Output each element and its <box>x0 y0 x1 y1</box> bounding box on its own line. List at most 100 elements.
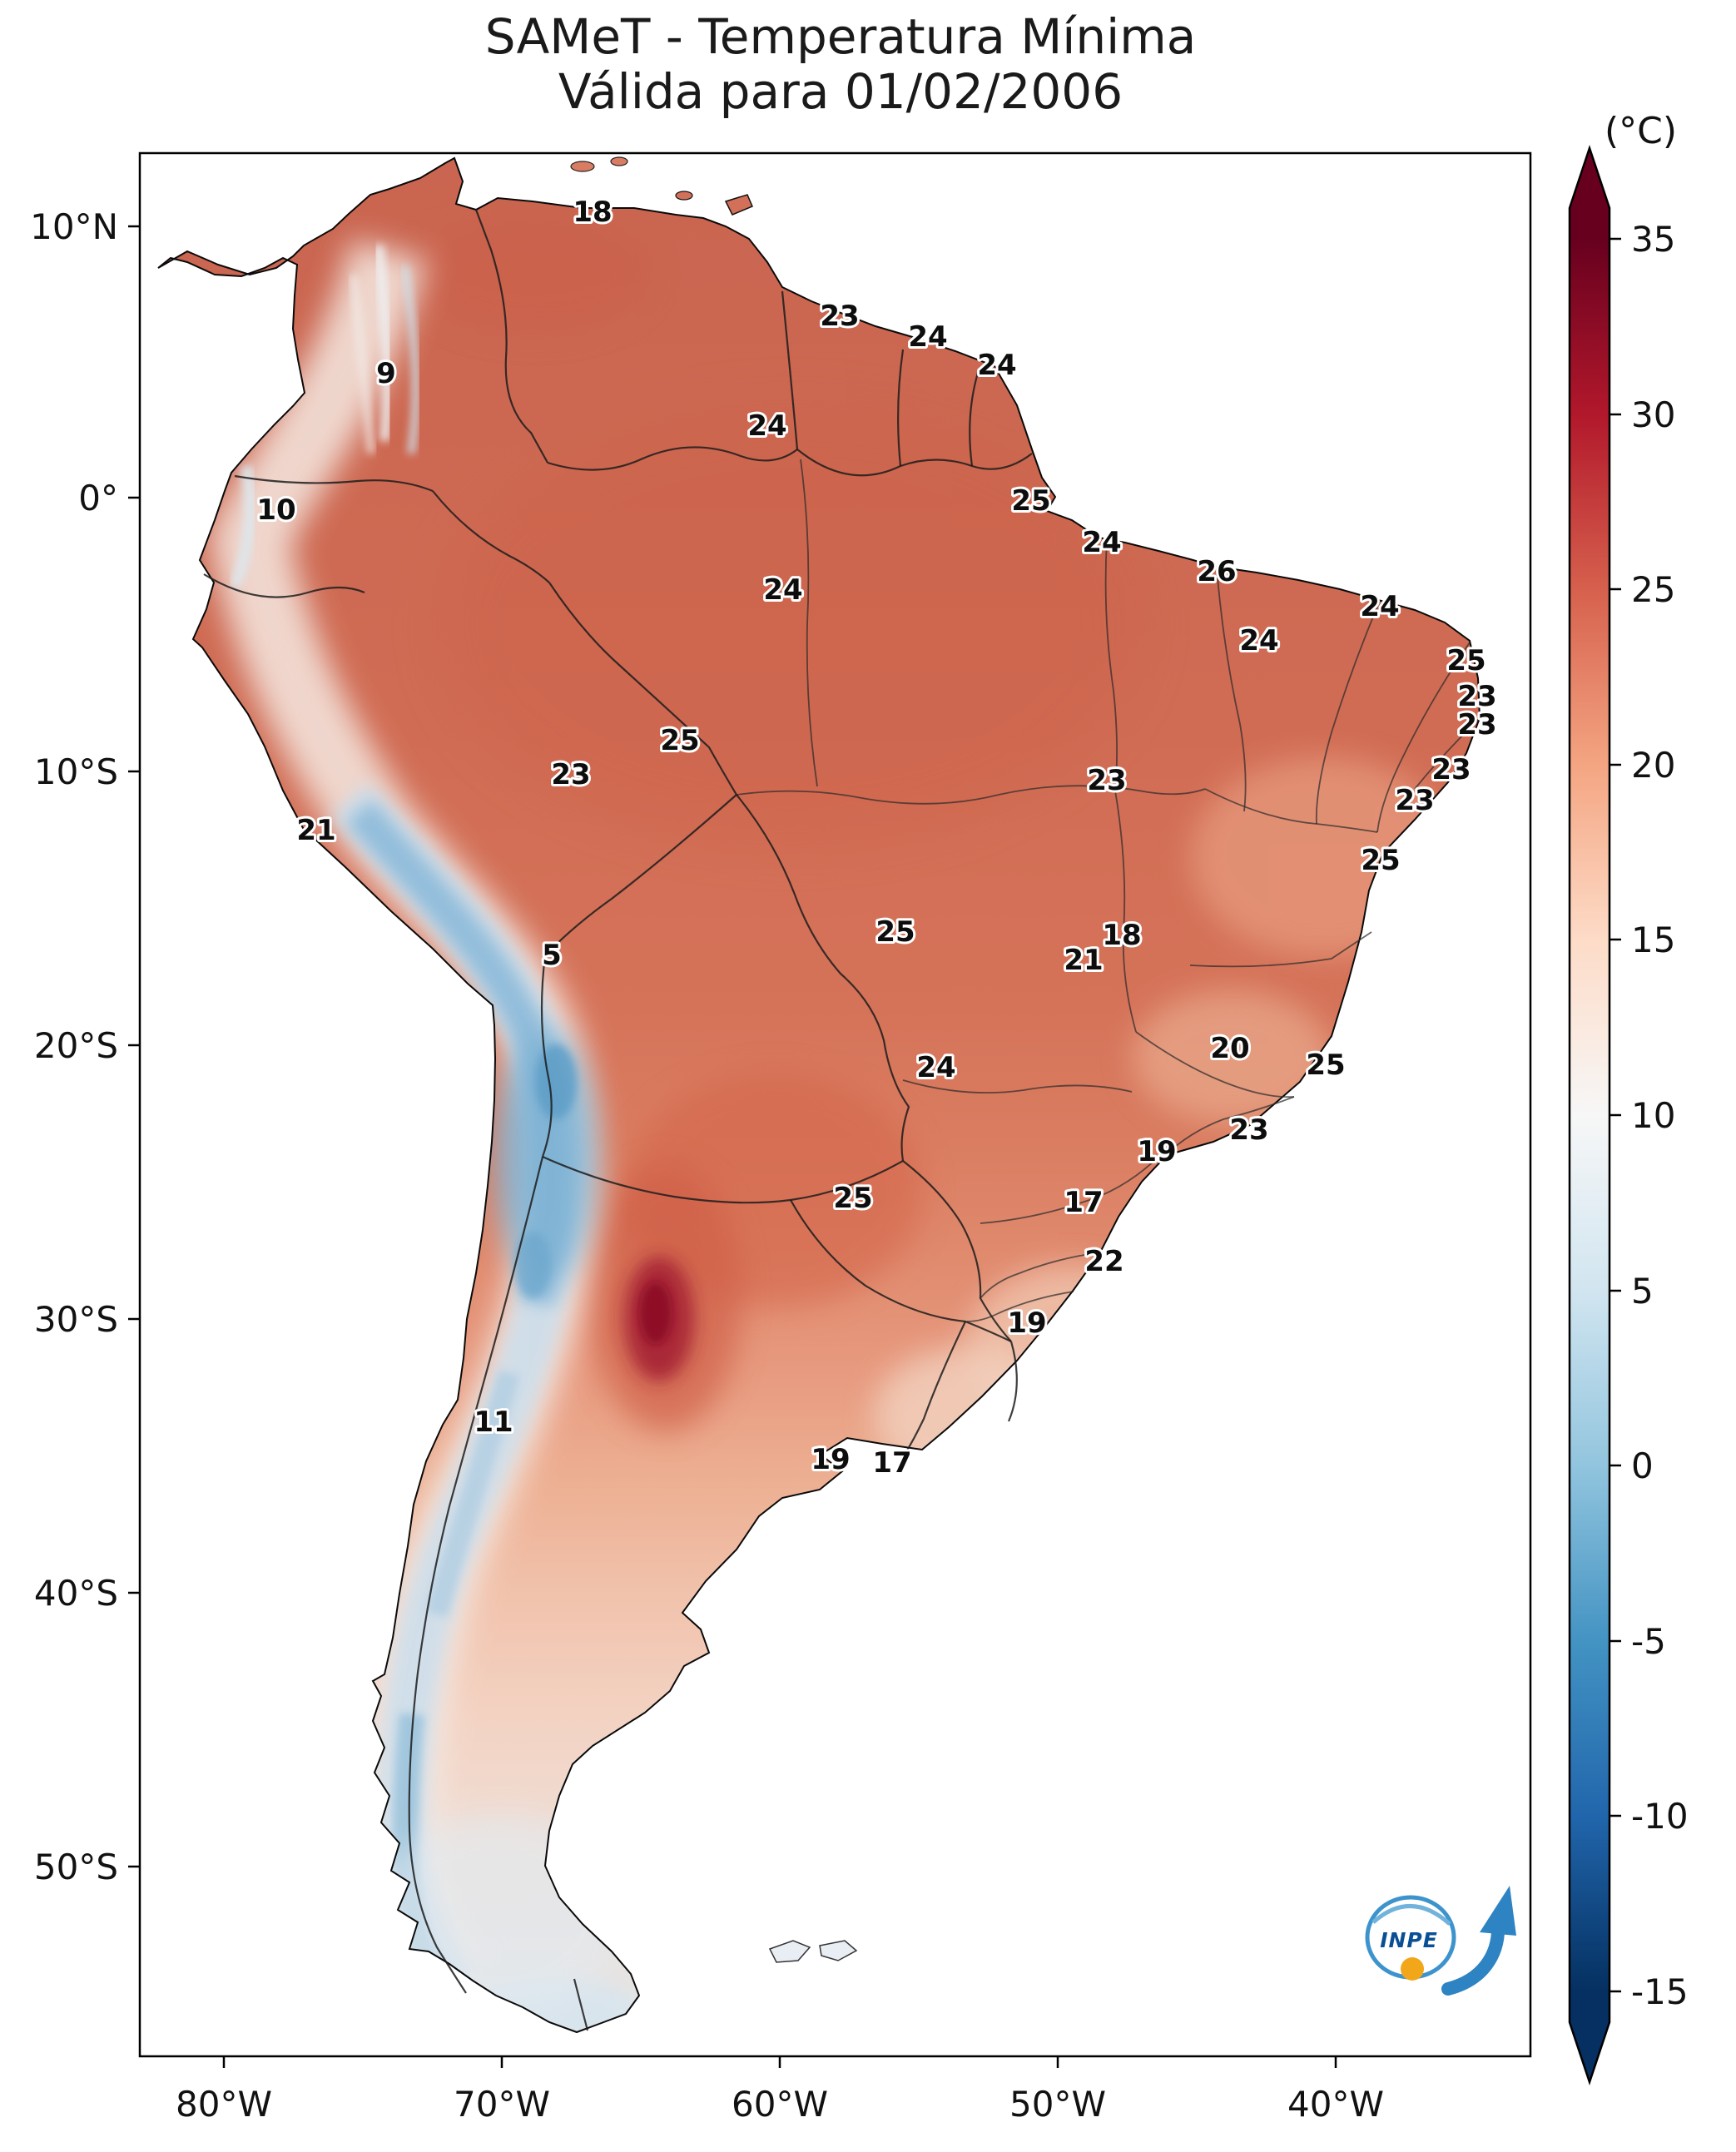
border-bolivia-brazil <box>736 794 910 1162</box>
state-border-pi-ce <box>1315 600 1381 825</box>
temperature-label: 17 <box>1064 1186 1103 1219</box>
colorbar-tick-label: 30 <box>1631 394 1675 435</box>
state-border-mg-sp <box>1163 1096 1295 1158</box>
state-border-ba-mg <box>1189 931 1372 968</box>
ecuador-andes <box>229 464 256 589</box>
temperature-label: 23 <box>1431 753 1471 786</box>
colorbar-tick-label: -10 <box>1631 1796 1689 1837</box>
border-brazil-uruguay <box>1007 1341 1018 1422</box>
state-border-south-amazon <box>736 785 1206 805</box>
temperature-label: 24 <box>747 409 786 443</box>
plot-frame <box>138 151 1532 2058</box>
temperature-label: 23 <box>1229 1113 1268 1147</box>
temperature-label: 25 <box>1011 484 1050 518</box>
caribbean-islet-1 <box>570 161 595 172</box>
falkland-east-island <box>819 1940 858 1961</box>
colorbar-gradient-bar <box>1568 145 1611 2085</box>
inpe-arrowhead-icon <box>1480 1886 1516 1936</box>
y-axis-tick-label: 10°S <box>34 751 118 792</box>
temperature-label: 24 <box>977 349 1016 382</box>
y-axis-tick-label: 30°S <box>34 1299 118 1340</box>
x-axis-tick-label: 40°W <box>1287 2084 1384 2125</box>
temperature-label: 24 <box>916 1051 955 1084</box>
border-peru-bolivia <box>544 794 737 956</box>
state-borders <box>736 459 1481 1322</box>
temperature-label: 24 <box>1082 526 1121 559</box>
colorbar-tick-label: 0 <box>1631 1445 1654 1486</box>
temperature-label: 20 <box>1210 1032 1249 1065</box>
border-tierra-del-fuego <box>573 1978 589 2031</box>
border-peru-brazil <box>548 582 737 796</box>
temperature-field <box>158 158 1480 2032</box>
y-axis-tick-label: 10°N <box>30 206 118 247</box>
temperature-label: 24 <box>1360 590 1399 623</box>
colorbar-tick-label: 25 <box>1631 569 1675 610</box>
colorbar-unit-label: (°C) <box>1605 110 1677 152</box>
temperature-label: 19 <box>1137 1135 1176 1168</box>
temperature-label: 23 <box>551 758 590 791</box>
state-border-to-go <box>1114 790 1137 1033</box>
colorbar-tick-label: 15 <box>1631 920 1675 960</box>
border-suriname-guiana <box>969 372 980 467</box>
border-paraguay-argentina <box>790 1199 1012 1342</box>
x-axis: 80°W 70°W 60°W 50°W 40°W <box>176 2056 1384 2125</box>
border-guianas-brazil <box>796 449 1033 477</box>
border-bolivia-paraguay-argentina <box>542 1155 904 1204</box>
temperature-label: 25 <box>833 1182 872 1215</box>
border-colombia-venezuela <box>474 209 548 464</box>
state-border-pr-sc <box>980 1252 1101 1299</box>
temperature-label: 24 <box>1239 624 1278 657</box>
state-border-ba-north <box>1204 788 1378 833</box>
state-border-ms-pr <box>980 1158 1158 1224</box>
temperature-label: 23 <box>1087 764 1126 797</box>
y-axis-tick-label: 40°S <box>34 1573 118 1614</box>
temperature-label: 21 <box>296 814 335 847</box>
central-chile-andes <box>426 1370 520 1618</box>
cordillera-central <box>374 245 393 442</box>
inpe-logo-text: INPE <box>1380 1928 1438 1952</box>
border-colombia-ecuador <box>234 474 434 493</box>
colorbar-tick-label: 10 <box>1631 1095 1675 1136</box>
temperature-label: 23 <box>1395 784 1434 817</box>
colorbar-tick-label: 35 <box>1631 219 1675 260</box>
state-border-pe-al <box>1414 717 1481 790</box>
cordoba-hot-core <box>639 1282 672 1345</box>
state-border-ce-pb <box>1376 642 1471 833</box>
altiplano-cold-core-1 <box>535 1044 577 1119</box>
colorbar-tick-label: -5 <box>1631 1621 1666 1662</box>
altiplano-cold-core-2 <box>514 1232 551 1298</box>
colorbar-tick-label: 5 <box>1631 1271 1654 1312</box>
border-uruguay-argentina <box>905 1321 966 1454</box>
y-axis-tick-label: 20°S <box>34 1025 118 1066</box>
temperature-label: 23 <box>1457 708 1496 741</box>
y-axis-tick-label: 50°S <box>34 1847 118 1887</box>
temperature-label: 22 <box>1084 1245 1123 1278</box>
temperature-label: 23 <box>1457 680 1496 713</box>
far-south-cool-patch <box>374 1814 624 2014</box>
x-axis-tick-label: 60°W <box>732 2084 828 2125</box>
temperature-label: 24 <box>763 573 802 607</box>
temperature-label: 26 <box>1197 555 1236 588</box>
inpe-logo: INPE <box>1365 1886 1516 1996</box>
venezuela-warm-patch <box>416 216 649 333</box>
country-borders <box>203 209 1033 2031</box>
cordillera-oriental <box>400 265 419 454</box>
y-axis: 10°N 0° 10°S 20°S 30°S 40°S 50°S <box>30 206 140 1887</box>
temperature-label: 25 <box>875 915 915 949</box>
figure-subtitle: Válida para 01/02/2006 <box>558 63 1123 120</box>
se-brazil-light-patch <box>1132 990 1332 1123</box>
temperature-label: 25 <box>660 724 699 757</box>
state-border-pa-ma <box>1104 538 1118 791</box>
border-bolivia-chile <box>540 955 553 1158</box>
temperature-label: 23 <box>820 300 859 333</box>
border-venezuela-guyana <box>781 290 799 450</box>
temperature-label: 17 <box>872 1446 911 1480</box>
cordillera-occidental <box>350 274 375 454</box>
temperature-label: 5 <box>542 939 562 972</box>
temperature-label: 24 <box>908 320 947 354</box>
amazon-warm-patch <box>441 408 1140 840</box>
state-border-sc-rs <box>966 1291 1074 1322</box>
border-paraguay-brazil <box>902 1160 1012 1342</box>
